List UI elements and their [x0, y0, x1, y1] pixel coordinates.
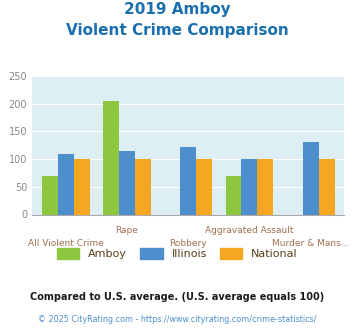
Legend: Amboy, Illinois, National: Amboy, Illinois, National: [53, 244, 302, 263]
Bar: [225, 176, 241, 214]
Text: © 2025 CityRating.com - https://www.cityrating.com/crime-statistics/: © 2025 CityRating.com - https://www.city…: [38, 315, 317, 324]
Bar: [319, 159, 334, 214]
Bar: [103, 101, 119, 214]
Bar: [257, 159, 273, 214]
Text: Aggravated Assault: Aggravated Assault: [205, 226, 294, 235]
Bar: [196, 159, 212, 214]
Bar: [73, 159, 89, 214]
Text: Compared to U.S. average. (U.S. average equals 100): Compared to U.S. average. (U.S. average …: [31, 292, 324, 302]
Text: All Violent Crime: All Violent Crime: [28, 239, 104, 248]
Text: Robbery: Robbery: [169, 239, 207, 248]
Bar: [135, 159, 151, 214]
Text: Murder & Mans...: Murder & Mans...: [272, 239, 349, 248]
Text: 2019 Amboy: 2019 Amboy: [124, 2, 231, 16]
Bar: [241, 158, 257, 215]
Text: Rape: Rape: [115, 226, 138, 235]
Bar: [119, 151, 135, 214]
Bar: [180, 148, 196, 214]
Bar: [42, 176, 58, 214]
Text: Violent Crime Comparison: Violent Crime Comparison: [66, 23, 289, 38]
Bar: [58, 154, 73, 214]
Bar: [303, 142, 319, 214]
